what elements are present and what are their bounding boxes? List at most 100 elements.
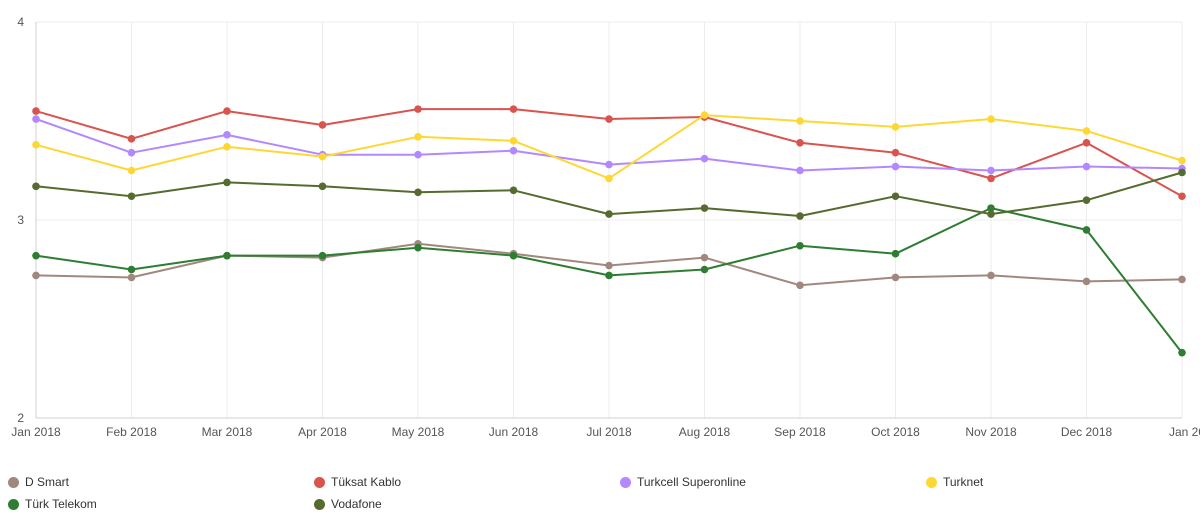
data-point[interactable]	[605, 115, 613, 123]
data-point[interactable]	[796, 138, 804, 147]
data-point[interactable]	[32, 140, 40, 149]
data-point[interactable]	[414, 105, 422, 113]
data-point[interactable]	[700, 111, 709, 119]
x-tick-label: Oct 2018	[871, 425, 920, 439]
data-point[interactable]	[987, 115, 995, 123]
series-group	[32, 105, 1186, 357]
data-point[interactable]	[223, 131, 231, 139]
data-point[interactable]	[32, 251, 40, 260]
legend-item[interactable]: D Smart	[8, 472, 69, 492]
series-turknet	[32, 111, 1186, 183]
data-point[interactable]	[605, 261, 613, 270]
data-point[interactable]	[318, 251, 327, 260]
data-point[interactable]	[1178, 156, 1186, 165]
data-point[interactable]	[1082, 277, 1091, 286]
data-point[interactable]	[1082, 127, 1091, 135]
data-point[interactable]	[223, 251, 231, 260]
data-point[interactable]	[127, 166, 136, 175]
legend: D Smart Tüksat Kablo Turkcell Superonline T…	[0, 472, 1200, 522]
data-point[interactable]	[32, 182, 40, 191]
data-point[interactable]	[1082, 226, 1091, 234]
data-point[interactable]	[509, 251, 518, 260]
x-tick-label: Nov 2018	[965, 425, 1017, 439]
x-tick-label: Feb 2018	[106, 425, 157, 439]
data-point[interactable]	[796, 241, 804, 250]
data-point[interactable]	[1178, 168, 1186, 177]
data-point[interactable]	[318, 182, 327, 191]
data-point[interactable]	[1082, 196, 1091, 204]
legend-marker-icon	[314, 498, 325, 510]
legend-marker-icon	[8, 476, 19, 488]
data-point[interactable]	[605, 210, 613, 218]
data-point[interactable]	[700, 154, 709, 163]
data-point[interactable]	[987, 174, 995, 183]
data-point[interactable]	[1082, 138, 1091, 147]
data-point[interactable]	[1178, 275, 1186, 284]
data-point[interactable]	[127, 192, 136, 201]
legend-marker-icon	[314, 476, 325, 488]
legend-label: Tüksat Kablo	[331, 475, 402, 489]
data-point[interactable]	[700, 253, 709, 262]
legend-item[interactable]: Vodafone	[314, 494, 382, 514]
legend-item[interactable]: Turkcell Superonline	[620, 472, 746, 492]
data-point[interactable]	[509, 146, 518, 155]
data-point[interactable]	[509, 186, 518, 195]
data-point[interactable]	[509, 137, 518, 145]
x-tick-label: Jan 2018	[11, 425, 61, 439]
data-point[interactable]	[414, 188, 422, 197]
data-point[interactable]	[891, 273, 900, 282]
data-point[interactable]	[891, 148, 900, 157]
data-point[interactable]	[127, 273, 136, 282]
data-point[interactable]	[414, 133, 422, 141]
series-turkcell-superonline	[32, 115, 1186, 175]
legend-label: Turknet	[943, 475, 984, 489]
data-point[interactable]	[223, 142, 231, 151]
data-point[interactable]	[891, 192, 900, 201]
data-point[interactable]	[891, 249, 900, 258]
data-point[interactable]	[509, 105, 518, 113]
x-tick-label: May 2018	[392, 425, 445, 439]
data-point[interactable]	[32, 271, 40, 280]
data-point[interactable]	[1178, 192, 1186, 201]
data-point[interactable]	[700, 204, 709, 212]
data-point[interactable]	[127, 135, 136, 143]
data-point[interactable]	[223, 178, 231, 187]
legend-label: Turkcell Superonline	[637, 475, 746, 489]
data-point[interactable]	[987, 204, 995, 212]
data-point[interactable]	[796, 166, 804, 175]
line-chart: 2 3 4 Jan 2018 Feb 2018 Mar 2018 Apr 2018 May 2…	[11, 15, 1200, 439]
data-point[interactable]	[223, 107, 231, 115]
x-tick-label: Jul 2018	[586, 425, 632, 439]
x-tick-label: Sep 2018	[774, 425, 826, 439]
data-point[interactable]	[796, 281, 804, 290]
data-point[interactable]	[414, 243, 422, 252]
data-point[interactable]	[1082, 162, 1091, 171]
data-point[interactable]	[32, 107, 40, 115]
data-point[interactable]	[987, 210, 995, 218]
data-point[interactable]	[605, 271, 613, 280]
axes: 2 3 4 Jan 2018 Feb 2018 Mar 2018 Apr 2018 May 2…	[11, 15, 1200, 439]
legend-item[interactable]: Türk Telekom	[8, 494, 97, 514]
data-point[interactable]	[1178, 348, 1186, 357]
data-point[interactable]	[987, 166, 995, 175]
data-point[interactable]	[32, 115, 40, 123]
data-point[interactable]	[318, 152, 327, 161]
data-point[interactable]	[127, 265, 136, 274]
legend-item[interactable]: Tüksat Kablo	[314, 472, 401, 492]
data-point[interactable]	[318, 121, 327, 129]
legend-item[interactable]: Turknet	[926, 472, 983, 492]
data-point[interactable]	[127, 148, 136, 157]
data-point[interactable]	[605, 174, 613, 183]
data-point[interactable]	[605, 160, 613, 169]
data-point[interactable]	[796, 212, 804, 220]
x-tick-label: Apr 2018	[298, 425, 347, 439]
data-point[interactable]	[987, 271, 995, 280]
data-point[interactable]	[414, 150, 422, 159]
data-point[interactable]	[891, 123, 900, 131]
legend-marker-icon	[8, 498, 19, 510]
data-point[interactable]	[700, 265, 709, 274]
legend-label: D Smart	[25, 475, 70, 489]
data-point[interactable]	[796, 117, 804, 125]
series-vodafone	[32, 168, 1186, 220]
data-point[interactable]	[891, 162, 900, 171]
